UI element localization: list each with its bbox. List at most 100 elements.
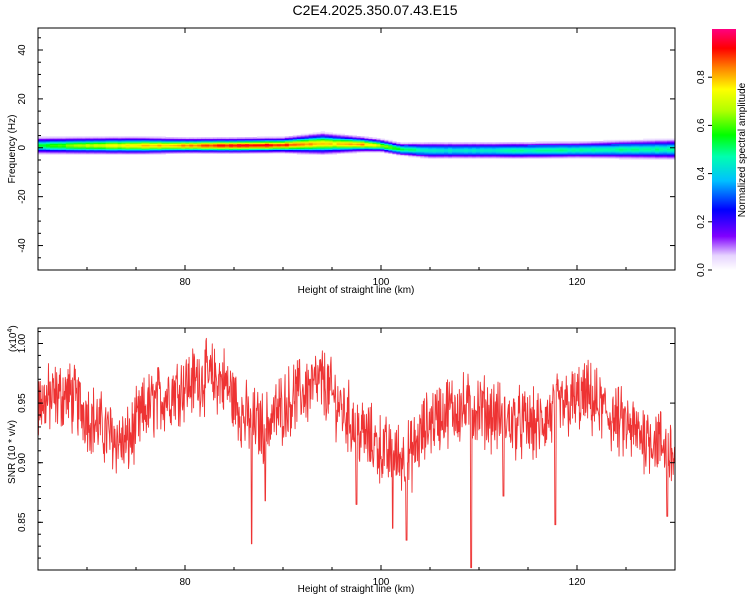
heatmap-cell	[655, 145, 660, 148]
heatmap-cell	[651, 143, 656, 146]
heatmap-cell	[543, 143, 548, 146]
heatmap-cell	[145, 142, 150, 144]
heatmap-cell	[81, 147, 87, 149]
heatmap-cell	[189, 141, 194, 143]
heatmap-cell	[483, 149, 489, 152]
heatmap-cell	[340, 134, 345, 137]
heatmap-cell	[141, 144, 146, 147]
heatmap-cell	[364, 143, 369, 146]
heatmap-cell	[73, 138, 79, 141]
heatmap-cell	[655, 152, 660, 154]
heatmap-cell	[344, 150, 349, 153]
heatmap-cell	[671, 138, 676, 141]
heatmap-cell	[304, 148, 310, 151]
heatmap-cell	[364, 136, 369, 138]
heatmap-cell	[432, 153, 437, 155]
heatmap-cell	[495, 145, 501, 148]
heatmap-cell	[89, 142, 95, 144]
heatmap-cell	[400, 147, 405, 149]
heatmap-cell	[380, 150, 385, 153]
heatmap-cell	[105, 153, 111, 155]
heatmap-cell	[173, 148, 178, 151]
heatmap-cell	[336, 143, 341, 146]
heatmap-cell	[356, 137, 361, 140]
heatmap-cell	[153, 142, 158, 144]
heatmap-cell	[193, 141, 198, 143]
heatmap-cell	[252, 149, 258, 152]
heatmap-cell	[523, 148, 529, 151]
heatmap-cell	[523, 145, 529, 148]
heatmap-cell	[225, 137, 230, 140]
heatmap-cell	[41, 136, 47, 138]
heatmap-cell	[388, 147, 393, 149]
heatmap-cell	[280, 142, 286, 144]
y-tick-label: 0.90	[17, 453, 28, 473]
heatmap-cell	[388, 145, 393, 148]
heatmap-cell	[324, 149, 330, 152]
heatmap-cell	[651, 158, 656, 160]
heatmap-cell	[348, 137, 353, 140]
heatmap-cell	[332, 137, 337, 140]
heatmap-cell	[229, 138, 234, 141]
heatmap-cell	[400, 142, 405, 144]
heatmap-cell	[547, 149, 552, 152]
heatmap-cell	[475, 148, 481, 151]
heatmap-cell	[420, 153, 425, 155]
heatmap-cell	[575, 154, 580, 157]
heatmap-cell	[181, 139, 186, 142]
heatmap-cell	[559, 150, 564, 153]
heatmap-cell	[380, 148, 385, 151]
heatmap-cell	[368, 138, 373, 141]
heatmap-cell	[41, 143, 47, 146]
heatmap-cell	[531, 150, 537, 153]
colorbar-tick-label: 0.0	[696, 263, 707, 277]
heatmap-cell	[460, 148, 465, 151]
heatmap-cell	[651, 141, 656, 143]
heatmap-cell	[495, 150, 501, 153]
heatmap-cell	[567, 155, 572, 158]
heatmap-cell	[531, 142, 537, 144]
heatmap-cell	[173, 145, 178, 148]
heatmap-cell	[121, 137, 126, 140]
heatmap-cell	[153, 148, 158, 151]
heatmap-cell	[527, 145, 533, 148]
heatmap-cell	[659, 142, 664, 144]
heatmap-cell	[456, 142, 461, 144]
heatmap-cell	[587, 150, 592, 153]
heatmap-cell	[547, 153, 552, 155]
heatmap-cell	[225, 138, 230, 141]
heatmap-cell	[392, 145, 397, 148]
heatmap-cell	[201, 150, 206, 153]
heatmap-cell	[440, 143, 445, 146]
heatmap-cell	[181, 144, 186, 147]
heatmap-cell	[519, 142, 525, 144]
heatmap-cell	[69, 152, 75, 154]
heatmap-cell	[328, 133, 334, 136]
heatmap-cell	[607, 152, 612, 154]
heatmap-cell	[233, 152, 238, 154]
heatmap-cell	[69, 148, 75, 151]
heatmap-cell	[300, 144, 306, 147]
heatmap-cell	[667, 141, 672, 143]
heatmap-cell	[491, 154, 497, 157]
heatmap-cell	[499, 147, 505, 149]
heatmap-cell	[384, 143, 389, 146]
heatmap-cell	[217, 145, 222, 148]
heatmap-cell	[356, 145, 361, 148]
heatmap-cell	[177, 142, 182, 144]
heatmap-cell	[368, 149, 373, 152]
heatmap-cell	[619, 152, 624, 154]
heatmap-cell	[360, 141, 365, 143]
heatmap-cell	[201, 137, 206, 140]
heatmap-cell	[300, 153, 306, 155]
colorbar-label: Normalized spectral amplitude	[737, 82, 748, 217]
heatmap-cell	[300, 145, 306, 148]
heatmap-cell	[372, 150, 377, 153]
heatmap-cell	[340, 143, 345, 146]
heatmap-cell	[181, 152, 186, 154]
heatmap-cell	[352, 152, 357, 154]
heatmap-cell	[360, 136, 365, 138]
heatmap-cell	[479, 142, 485, 144]
heatmap-cell	[491, 156, 497, 159]
heatmap-cell	[615, 139, 620, 142]
